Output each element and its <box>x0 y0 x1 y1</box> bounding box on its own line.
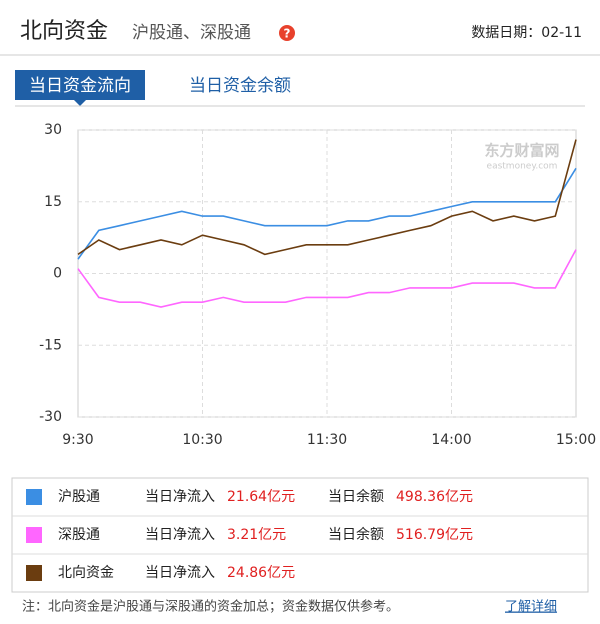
tab-pointer <box>74 100 86 106</box>
watermark: eastmoney.com <box>487 162 558 172</box>
footer-note: 注：北向资金是沪股通与深股通的资金加总；资金数据仅供参考。 <box>22 599 399 615</box>
x-tick-label: 9:30 <box>62 432 93 448</box>
balance-label: 当日余额 <box>328 526 384 543</box>
help-icon-text: ? <box>284 27 291 41</box>
y-tick-label: 0 <box>53 266 62 282</box>
x-tick-label: 14:00 <box>431 432 471 448</box>
inflow-value: 24.86亿元 <box>227 565 295 581</box>
x-tick-label: 15:00 <box>556 432 596 448</box>
legend-swatch <box>26 527 42 543</box>
active-tab[interactable] <box>15 70 145 100</box>
y-tick-label: 30 <box>44 122 62 138</box>
watermark: 东方财富网 <box>484 142 559 160</box>
series-line <box>77 167 577 260</box>
y-tick-label: -15 <box>39 337 62 353</box>
legend-name: 沪股通 <box>58 489 100 505</box>
legend-name: 深股通 <box>58 527 100 543</box>
y-tick-label: -30 <box>39 409 62 425</box>
tab-label[interactable]: 当日资金余额 <box>189 76 291 96</box>
series-line <box>77 139 577 256</box>
legend-swatch <box>26 565 42 581</box>
legend-name: 北向资金 <box>58 565 114 581</box>
date-label: 数据日期：02-11 <box>471 25 582 41</box>
inflow-label: 当日净流入 <box>145 527 215 543</box>
inflow-label: 当日净流入 <box>145 489 215 505</box>
inflow-value: 3.21亿元 <box>227 527 286 543</box>
footer-link[interactable]: 了解详细 <box>505 600 557 615</box>
series-line <box>77 249 577 308</box>
x-tick-label: 10:30 <box>182 432 222 448</box>
y-tick-label: 15 <box>44 194 62 210</box>
subtitle: 沪股通、深股通 <box>132 23 251 43</box>
legend-swatch <box>26 489 42 505</box>
inflow-label: 当日净流入 <box>145 565 215 581</box>
title: 北向资金 <box>20 19 108 44</box>
balance-label: 当日余额 <box>328 488 384 505</box>
inflow-value: 21.64亿元 <box>227 489 295 505</box>
help-icon[interactable] <box>279 25 295 41</box>
balance-value: 516.79亿元 <box>396 527 473 543</box>
tab-label[interactable]: 当日资金流向 <box>29 76 131 96</box>
x-tick-label: 11:30 <box>307 432 347 448</box>
balance-value: 498.36亿元 <box>396 489 473 505</box>
